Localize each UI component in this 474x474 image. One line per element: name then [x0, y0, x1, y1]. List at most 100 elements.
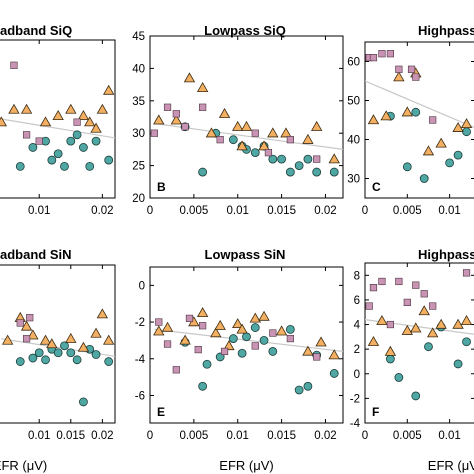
panel-B-circle-point [285, 167, 295, 177]
panel-D-triangle-point [1, 334, 14, 345]
panel-B-triangle-point [240, 120, 253, 131]
panel-B-square-point [199, 103, 207, 111]
panel-E-xtick-label: 0.02 [314, 430, 336, 442]
panel-B-circle-point [303, 154, 313, 164]
panel-E-square-point [313, 353, 321, 361]
panel-E-title: Lowpass SiN [205, 247, 286, 262]
panel-F-triangle-point [460, 315, 473, 325]
panel-C-square-point [412, 73, 420, 81]
panel-A-triangle-point [77, 110, 90, 120]
panel-D-triangle-point [96, 308, 109, 319]
panel-F-ytick-label: 8 [354, 270, 360, 282]
panel-E-circle-point [228, 334, 238, 343]
panel-F-square-point [403, 298, 411, 306]
panel-A-triangle-point [52, 110, 64, 120]
panel-D-title: adband SiN [0, 247, 72, 262]
panel-A-triangle-point [0, 116, 8, 127]
panel-B-triangle-point [218, 107, 231, 118]
panel-C-xtick-label: 0.01 [438, 205, 460, 217]
panel-B-square-point [286, 136, 294, 144]
panel-D-triangle-point [46, 338, 58, 349]
panel-A-triangle-point [96, 103, 109, 114]
panel-D-xlabel: EFR (μV) [0, 458, 47, 473]
panel-B-axes-box [149, 35, 344, 199]
panel-D-triangle-point [77, 341, 90, 352]
panel-A-circle-point [28, 143, 38, 152]
panel-E-triangle-point [196, 307, 209, 318]
panel-D-circle-point [53, 348, 63, 358]
panel-E-xtick-label: 0.005 [179, 430, 208, 442]
panel-C-triangle-point [380, 110, 392, 121]
panel-F-square-point [369, 284, 378, 292]
panel-B-triangle-point [310, 120, 323, 131]
panel-C-circle-point [462, 127, 471, 137]
panel-E-triangle-point [302, 345, 314, 356]
panel-B-triangle-point [170, 114, 183, 125]
panel-B-ytick-label: 45 [132, 31, 145, 43]
panel-D-triangle-point [20, 320, 33, 331]
panel-B-circle-point [294, 161, 304, 171]
panel-E-xtick-label: 0 [147, 430, 153, 442]
panel-E-xlabel: EFR (μV) [219, 458, 273, 473]
panel-C-triangle-point [452, 121, 464, 132]
panel-C-square-point [378, 50, 386, 58]
panel-E-square-point [172, 366, 180, 374]
panel-A-square-point [22, 131, 31, 139]
panel-E-ytick-label: -4 [135, 354, 146, 366]
panel-E-triangle-point [214, 319, 226, 330]
panel-F-circle-point [453, 359, 463, 369]
panel-E-square-point [220, 347, 229, 356]
panel-E-triangle-point [275, 325, 288, 336]
panel-C-triangle-point [367, 114, 380, 125]
panel-B-square-point [264, 149, 273, 157]
panel-D-xtick-label: 0.015 [56, 430, 85, 442]
panel-D-circle-point [28, 353, 38, 363]
panel-F-circle-point [411, 391, 421, 401]
panel-A-square-point [35, 137, 43, 145]
panel-C-ytick-label: 50 [347, 96, 360, 108]
panel-B-square-point [172, 110, 180, 118]
panel-F-triangle-point [367, 335, 380, 346]
panel-F-ytick-label: -4 [350, 418, 361, 430]
panel-C-circle-point [402, 162, 412, 172]
panel-B-ytick-label: 25 [132, 161, 145, 173]
panel-E-xtick-label: 0.015 [267, 430, 296, 442]
panel-F-square-point [462, 269, 471, 277]
panel-B-square-point [181, 123, 189, 131]
panel-D-circle-point [41, 355, 50, 365]
panel-A-circle-point [85, 161, 95, 171]
panel-E-square-point [269, 329, 277, 337]
panel-D-square-point [26, 314, 34, 322]
panel-B-xtick-label: 0.02 [314, 205, 336, 217]
panel-E-triangle-point [258, 310, 270, 321]
panel-C-ytick-label: 60 [347, 57, 360, 69]
panel-A-triangle-point [20, 103, 33, 114]
panel-F-triangle-point [401, 324, 413, 335]
panel-C-triangle-point [393, 71, 405, 82]
panel-F-ytick-label: -2 [350, 393, 360, 405]
panel-F-triangle-point [435, 318, 447, 329]
panel-E-xtick-label: 0.01 [227, 430, 249, 442]
panel-E-triangle-point [236, 323, 248, 334]
panel-A-circle-point [60, 161, 69, 171]
panel-E-triangle-point [249, 312, 261, 323]
panel-D-circle-point [34, 348, 44, 358]
panel-E-circle-point [294, 385, 304, 395]
panel-F-circle-point [385, 354, 395, 364]
panel-B-triangle-point [153, 114, 165, 125]
panel-C-triangle-point [401, 106, 413, 117]
panel-B-triangle-point [196, 82, 209, 92]
panel-F-triangle-point [384, 345, 397, 356]
panel-E-letter: E [157, 405, 165, 419]
panel-A-circle-point [79, 143, 88, 152]
panel-B-circle-point [198, 167, 208, 177]
panel-C-circle-point [411, 107, 421, 117]
panel-C-square-point [429, 116, 437, 124]
panel-F-axes-box [364, 262, 474, 424]
panel-D-triangle-point [102, 334, 115, 345]
panel-E-circle-point [259, 336, 269, 345]
panel-F-square-point [378, 277, 386, 286]
panel-E-circle-point [250, 323, 260, 332]
panel-E-circle-point [303, 381, 313, 391]
panel-A-circle-point [53, 149, 63, 159]
